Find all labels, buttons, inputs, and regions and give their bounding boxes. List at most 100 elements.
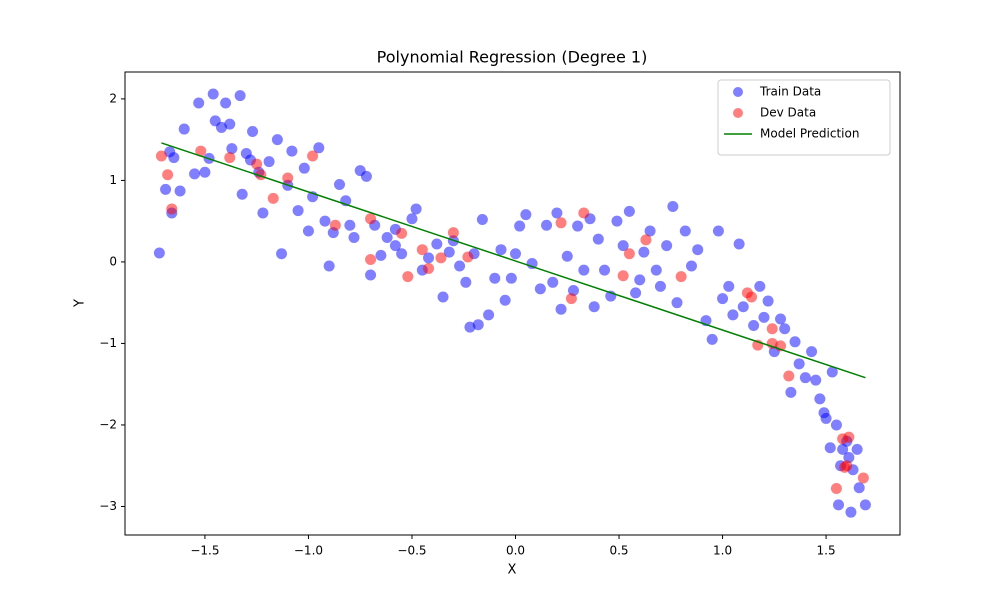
y-tick-label: 0 [109,254,117,268]
data-point [423,252,435,264]
data-point [381,231,393,243]
data-point [365,253,377,265]
data-point [592,233,604,245]
data-point [723,280,735,292]
data-point [454,260,466,272]
data-point [617,270,629,282]
data-point [547,276,559,288]
y-axis-label: Y [73,299,88,308]
data-point [634,274,646,286]
data-point [423,262,435,274]
data-point [737,301,749,313]
data-point [833,499,845,511]
data-point [464,321,476,333]
data-point [447,227,459,239]
data-point [806,346,818,358]
data-point [476,214,488,226]
x-tick-label: −1.0 [294,544,323,558]
data-point [679,225,691,237]
data-point [155,150,167,162]
data-point [313,142,325,154]
data-point [323,260,335,272]
data-point [578,207,590,219]
data-point [189,168,201,180]
x-tick-label: 0.5 [609,544,628,558]
prediction-line [161,142,866,379]
data-point [859,499,871,511]
data-point [220,97,232,109]
data-point [472,319,484,331]
data-point [263,156,275,168]
data-point [199,166,211,178]
x-tick-label: −1.5 [190,544,219,558]
data-point [160,183,172,195]
data-point [857,472,869,484]
data-point [460,276,472,288]
data-point [443,246,455,258]
data-point [276,248,288,260]
y-tick-label: 1 [109,173,117,187]
data-point [671,297,683,309]
data-point [348,231,360,243]
data-point [410,203,422,215]
data-point [640,234,652,246]
data-point [661,240,673,252]
data-point [224,152,236,164]
data-point [292,205,304,217]
data-point [462,251,474,263]
legend-box [717,79,891,156]
data-point [489,272,501,284]
data-point [851,443,863,455]
data-point [360,170,372,182]
data-point [334,178,346,190]
data-point [692,244,704,256]
data-point [153,247,165,259]
data-point [510,248,522,260]
data-point [267,192,279,204]
data-point [375,249,387,261]
data-point [406,213,418,225]
data-point [298,162,310,174]
data-point [630,287,642,299]
data-point [565,293,577,305]
data-point [251,158,263,170]
data-point [416,244,428,256]
data-point [226,143,238,155]
data-point [727,309,739,321]
data-point [837,443,849,455]
data-point [717,293,729,305]
data-point [257,207,269,219]
data-point [789,336,801,348]
data-point [754,280,766,292]
data-point [572,220,584,232]
data-point [783,370,795,382]
data-point [495,244,507,256]
data-point [396,248,408,260]
plot-area [153,88,871,518]
data-point [483,309,495,321]
data-point [638,246,650,258]
data-point [775,313,787,325]
data-point [793,358,805,370]
data-point [344,219,356,231]
data-point [286,145,298,157]
data-point [599,264,611,276]
data-point [555,217,567,229]
data-point [435,252,447,264]
data-point [814,393,826,405]
data-point [623,205,635,217]
legend-swatch [733,108,743,118]
data-point [733,238,745,250]
legend: Train Data Dev Data Model Prediction [717,79,891,156]
data-point [839,461,851,473]
data-point [785,386,797,398]
data-point [365,269,377,281]
data-point [365,213,377,225]
data-point [766,323,778,335]
data-point [499,294,511,306]
data-point [675,271,687,283]
data-point [830,483,842,495]
data-point [247,126,259,138]
x-tick-label: 0.0 [506,544,525,558]
